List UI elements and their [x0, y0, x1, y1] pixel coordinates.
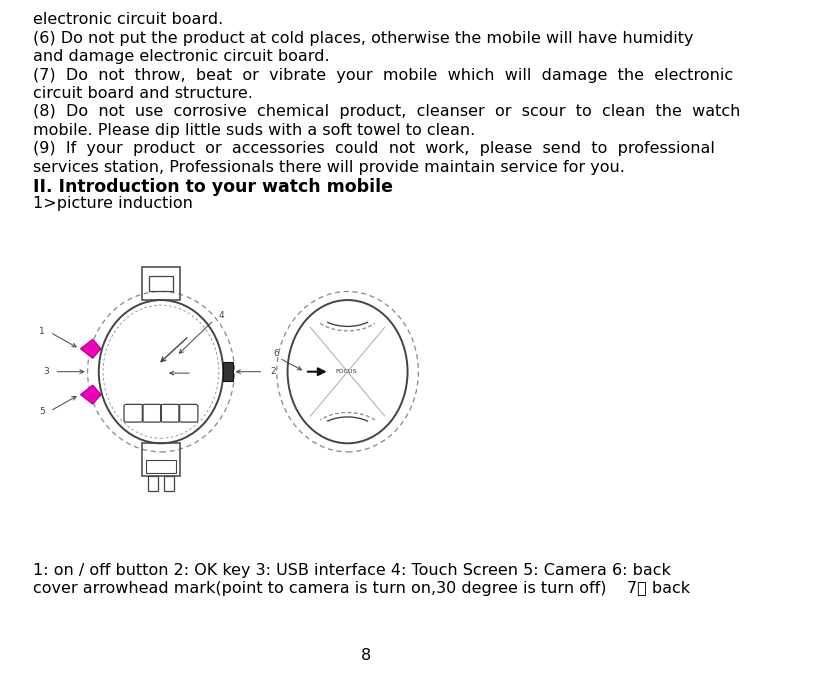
Text: 6: 6 — [274, 349, 280, 359]
Text: mobile. Please dip little suds with a soft towel to clean.: mobile. Please dip little suds with a so… — [33, 123, 476, 138]
Text: 1: on / off button 2: OK key 3: USB interface 4: Touch Screen 5: Camera 6: back: 1: on / off button 2: OK key 3: USB inte… — [33, 563, 671, 578]
Text: II. Introduction to your watch mobile: II. Introduction to your watch mobile — [33, 178, 393, 196]
Text: (7)  Do  not  throw,  beat  or  vibrate  your  mobile  which  will  damage  the : (7) Do not throw, beat or vibrate your m… — [33, 68, 733, 83]
Text: 1: 1 — [39, 327, 45, 336]
Text: 8: 8 — [361, 648, 371, 663]
Text: services station, Professionals there will provide maintain service for you.: services station, Professionals there wi… — [33, 160, 625, 175]
Polygon shape — [80, 339, 101, 358]
Text: 5: 5 — [39, 407, 45, 416]
Text: 3: 3 — [44, 367, 50, 376]
Text: 2: 2 — [270, 367, 276, 376]
Text: cover arrowhead mark(point to camera is turn on,30 degree is turn off)    7： bac: cover arrowhead mark(point to camera is … — [33, 581, 690, 596]
Text: 4: 4 — [218, 312, 224, 321]
Text: circuit board and structure.: circuit board and structure. — [33, 86, 253, 101]
Text: FOCUS: FOCUS — [336, 369, 356, 374]
Text: (8)  Do  not  use  corrosive  chemical  product,  cleanser  or  scour  to  clean: (8) Do not use corrosive chemical produc… — [33, 104, 740, 119]
Text: electronic circuit board.: electronic circuit board. — [33, 12, 223, 27]
Text: 1>picture induction: 1>picture induction — [33, 196, 193, 211]
FancyBboxPatch shape — [223, 362, 232, 381]
Text: (6) Do not put the product at cold places, otherwise the mobile will have humidi: (6) Do not put the product at cold place… — [33, 31, 693, 46]
Text: (9)  If  your  product  or  accessories  could  not  work,  please  send  to  pr: (9) If your product or accessories could… — [33, 141, 715, 156]
Polygon shape — [80, 385, 101, 404]
Text: and damage electronic circuit board.: and damage electronic circuit board. — [33, 49, 329, 64]
